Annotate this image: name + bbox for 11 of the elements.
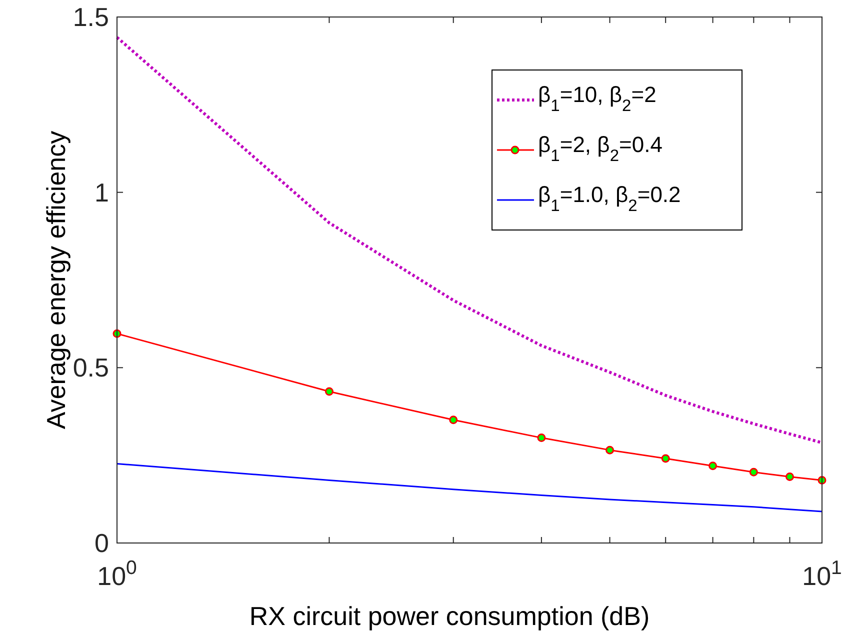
legend-label: β$_{1}$=10, β$_{2}$=2 bbox=[538, 82, 656, 115]
y-axis-title: Average energy efficiency bbox=[41, 130, 71, 430]
x-tick-label: 10$^{0}$ bbox=[97, 557, 138, 591]
y-tick-label: 0 bbox=[94, 528, 109, 558]
y-tick-label: 1 bbox=[94, 177, 109, 208]
legend-label: β$_{1}$=2, β$_{2}$=0.4 bbox=[538, 132, 662, 165]
x-axis-title: RX circuit power consumption (dB) bbox=[249, 601, 650, 631]
y-tick-label: 1.5 bbox=[72, 2, 109, 32]
x-tick-label: 10$^{1}$ bbox=[802, 557, 842, 591]
legend-label: β$_{1}$=1.0, β$_{2}$=0.2 bbox=[538, 182, 681, 215]
y-tick-label: 0.5 bbox=[72, 352, 109, 383]
